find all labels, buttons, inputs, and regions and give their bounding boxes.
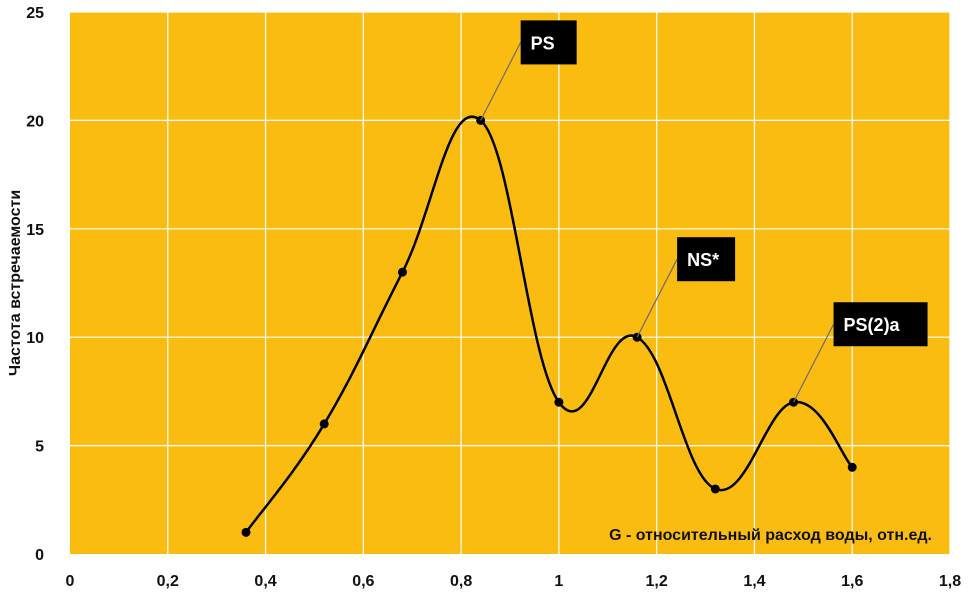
- y-tick-label: 0: [35, 547, 44, 564]
- x-axis-label: G - относительный расход воды, отн.ед.: [609, 527, 932, 544]
- annotation-box: [520, 20, 577, 65]
- y-tick-label: 15: [26, 222, 44, 239]
- data-point: [554, 397, 564, 407]
- x-tick-label: 0,8: [450, 573, 472, 590]
- annotations: PS NS* PS(2)a: [480, 20, 928, 403]
- annotation-label: PS: [531, 33, 555, 53]
- x-tick-label: 0: [66, 573, 75, 590]
- plot-area: [70, 12, 950, 554]
- x-axis-ticks: 0 0,2 0,4 0,6 0,8 1 1,2 1,4 1,6 1,8: [66, 573, 962, 590]
- series-line: [244, 115, 854, 534]
- x-tick-label: 0,4: [254, 573, 276, 590]
- y-axis-ticks: 0 5 10 15 20 25: [26, 5, 44, 564]
- x-tick-label: 1: [554, 573, 563, 590]
- x-tick-label: 1,6: [841, 573, 863, 590]
- annotation-leader-line: [793, 323, 835, 403]
- data-point: [847, 462, 857, 472]
- grid: [70, 11, 951, 554]
- annotation-label: PS(2)a: [844, 315, 901, 335]
- data-point: [397, 267, 407, 277]
- y-axis-label: Частота встречаемости: [7, 190, 24, 376]
- annotation-box: [833, 302, 928, 347]
- annotation-leader-line: [636, 258, 678, 338]
- annotation-leader-line: [480, 42, 522, 121]
- data-point: [710, 484, 720, 494]
- y-tick-label: 5: [35, 439, 44, 456]
- annotation-box: [677, 237, 736, 282]
- x-tick-label: 1,2: [646, 573, 668, 590]
- data-point: [241, 527, 251, 537]
- x-tick-label: 0,2: [157, 573, 179, 590]
- annotation-label: NS*: [687, 250, 719, 270]
- x-tick-label: 1,4: [743, 573, 765, 590]
- data-point: [319, 419, 329, 429]
- y-tick-label: 10: [26, 330, 44, 347]
- x-tick-label: 1,8: [939, 573, 961, 590]
- x-tick-label: 0,6: [352, 573, 374, 590]
- y-tick-label: 20: [26, 113, 44, 130]
- y-tick-label: 25: [26, 5, 44, 22]
